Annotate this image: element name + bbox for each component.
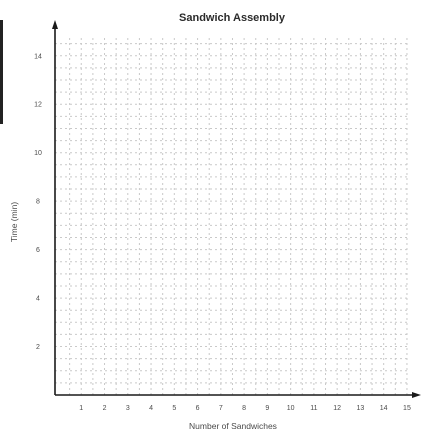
x-tick-label: 14 xyxy=(380,405,388,412)
y-tick-label: 4 xyxy=(36,296,40,303)
y-tick-label: 2 xyxy=(36,344,40,351)
x-tick-label: 7 xyxy=(219,405,223,412)
x-tick-label: 9 xyxy=(265,405,269,412)
y-tick-label: 6 xyxy=(36,247,40,254)
y-tick-label: 10 xyxy=(34,150,42,157)
x-tick-label: 3 xyxy=(126,405,130,412)
y-tick-label: 12 xyxy=(34,102,42,109)
x-tick-labels: 1 2 3 4 5 6 7 8 9 10 11 12 13 14 15 xyxy=(79,405,411,412)
y-axis-label: Time (min) xyxy=(9,202,19,242)
x-axis-label: Number of Sandwiches xyxy=(189,421,277,431)
x-tick-label: 8 xyxy=(242,405,246,412)
x-tick-label: 11 xyxy=(310,405,317,412)
x-tick-label: 1 xyxy=(79,405,83,412)
page-edge-mark xyxy=(0,20,3,124)
y-axis-arrow xyxy=(52,20,58,29)
gridlines xyxy=(55,36,410,395)
x-tick-label: 15 xyxy=(403,405,411,412)
y-tick-labels: 2 4 6 8 10 12 14 xyxy=(34,53,42,351)
chart-title: Sandwich Assembly xyxy=(179,12,286,24)
y-tick-label: 14 xyxy=(34,53,42,60)
x-tick-label: 12 xyxy=(333,405,341,412)
x-tick-label: 6 xyxy=(196,405,200,412)
x-tick-label: 5 xyxy=(172,405,176,412)
x-tick-label: 2 xyxy=(103,405,107,412)
y-tick-label: 8 xyxy=(36,199,40,206)
x-axis-arrow xyxy=(412,392,421,398)
x-tick-label: 4 xyxy=(149,405,153,412)
x-tick-label: 10 xyxy=(287,405,295,412)
x-tick-label: 13 xyxy=(357,405,365,412)
